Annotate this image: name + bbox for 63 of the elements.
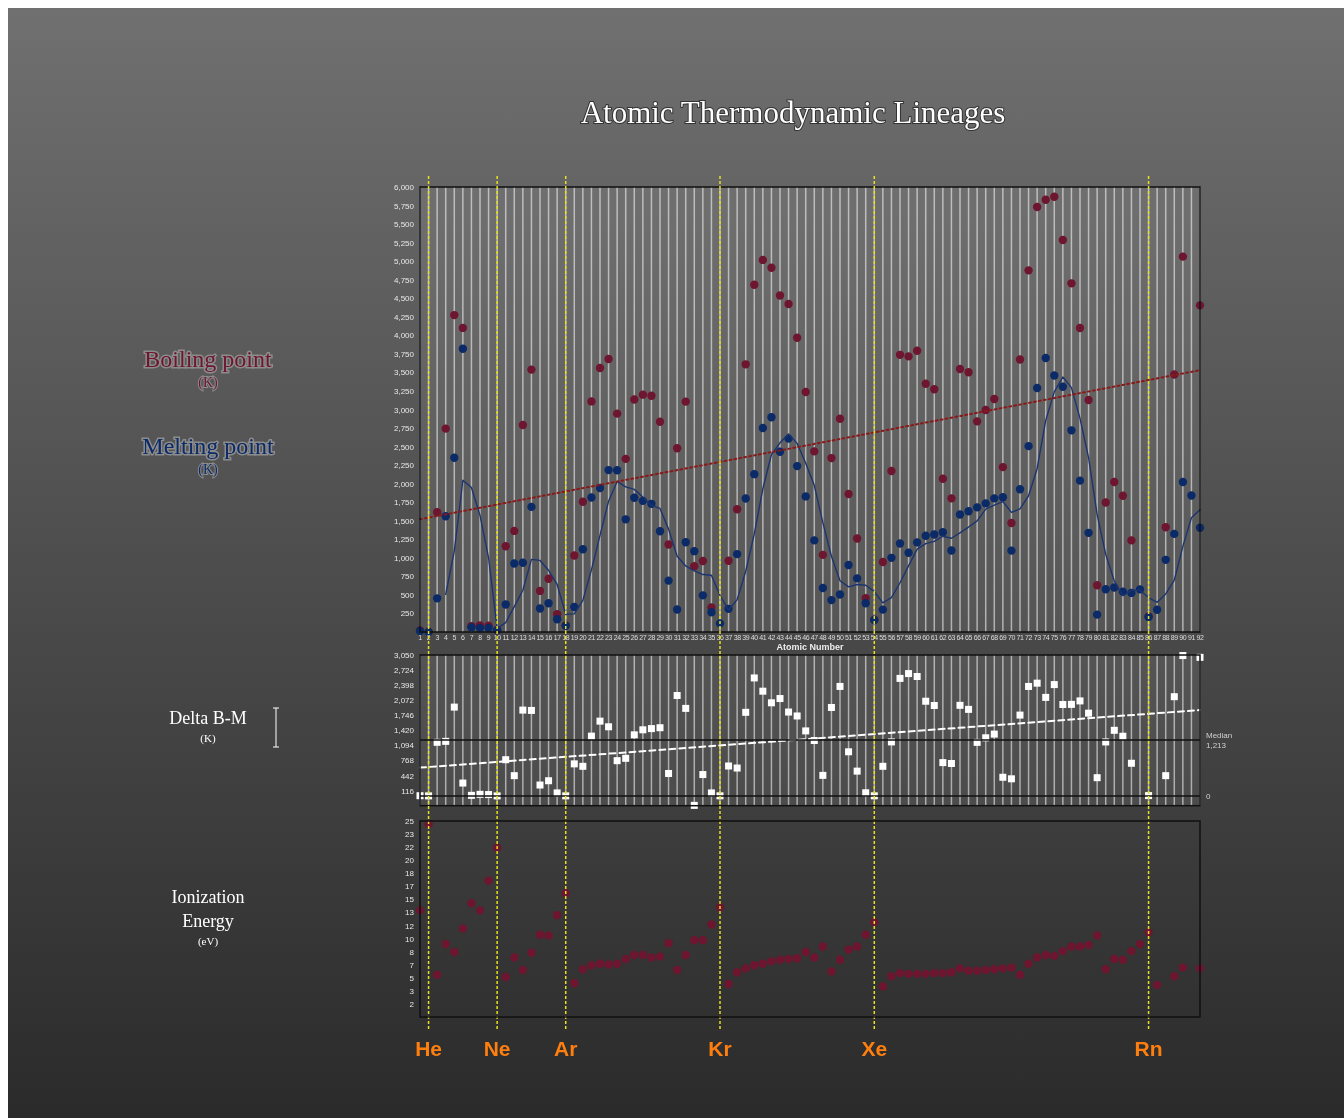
y-tick-label: 2,000 bbox=[393, 479, 415, 489]
y-tick-label: 2,398 bbox=[393, 681, 415, 691]
text: Boiling point (K) bbox=[144, 346, 272, 391]
y-tick-label: 2 bbox=[409, 999, 415, 1009]
y-tick-label: 768 bbox=[400, 756, 415, 766]
y-tick-label: 5,750 bbox=[393, 201, 415, 211]
y-tick-label: 3,000 bbox=[393, 405, 415, 415]
ref-line-label: Ar bbox=[554, 1037, 578, 1060]
y-tick-label: 7 bbox=[409, 960, 415, 970]
chart-title: Atomic Thermodynamic Lineages bbox=[580, 95, 1006, 130]
y-tick-label: 5,250 bbox=[393, 238, 415, 248]
y-tick-label: 500 bbox=[400, 590, 415, 600]
y-tick-label: 5,500 bbox=[393, 220, 415, 230]
y-tick-label: 17 bbox=[405, 882, 415, 892]
text: Melting point (K) bbox=[142, 433, 274, 478]
ref-line-label: He bbox=[415, 1037, 442, 1060]
y-tick-label: 8 bbox=[409, 947, 415, 957]
y-tick-label: 1,750 bbox=[393, 498, 415, 508]
y-tick-label: 4,000 bbox=[393, 331, 415, 341]
y-tick-label: 23 bbox=[405, 830, 415, 840]
y-tick-label: 5,000 bbox=[393, 257, 415, 267]
y-tick-label: 1,420 bbox=[393, 726, 415, 736]
y-tick-label: 18 bbox=[405, 869, 415, 879]
y-tick-label: 1,094 bbox=[393, 741, 415, 751]
ref-line-label: Rn bbox=[1134, 1037, 1163, 1060]
y-tick-label: 116 bbox=[401, 786, 415, 796]
y-tick-label: 20 bbox=[405, 856, 415, 866]
y-tick-label: 3,500 bbox=[393, 368, 415, 378]
y-tick-label: 250 bbox=[400, 609, 415, 619]
y-tick-label: 1,250 bbox=[393, 535, 415, 545]
y-tick-label: 2,500 bbox=[393, 442, 415, 452]
y-tick-label: 3,050 bbox=[393, 651, 415, 660]
y-tick-label: 5 bbox=[409, 973, 415, 983]
ref-line-label: Ne bbox=[483, 1037, 511, 1060]
y-tick-label: 10 bbox=[405, 934, 415, 944]
y-tick-label: 4,750 bbox=[393, 275, 415, 285]
y-tick-label: 3,750 bbox=[393, 349, 415, 359]
y-tick-label: 442 bbox=[400, 771, 415, 781]
y-tick-label: 4,500 bbox=[393, 294, 415, 304]
y-tick-label: 750 bbox=[400, 572, 415, 582]
y-tick-label: 2,250 bbox=[393, 461, 415, 471]
y-tick-label: 12 bbox=[405, 921, 415, 931]
y-axis-title: Ionization Energy (eV) bbox=[171, 887, 245, 948]
y-tick-label: 3,250 bbox=[393, 386, 415, 396]
x-axis-title: Atomic Number bbox=[776, 642, 844, 652]
y-tick-label: 25 bbox=[405, 817, 415, 826]
y-tick-label: 2,724 bbox=[393, 666, 415, 676]
y-tick-label: 6,000 bbox=[393, 183, 415, 192]
ref-line-label: Kr bbox=[708, 1037, 732, 1060]
ref-line-label: Median 1,213 bbox=[1206, 730, 1233, 750]
y-tick-label: 13 bbox=[405, 908, 415, 918]
y-tick-label: 1,746 bbox=[393, 711, 415, 721]
y-tick-label: 4,250 bbox=[393, 312, 415, 322]
y-tick-label: 2,750 bbox=[393, 424, 415, 434]
y-tick-label: 1,500 bbox=[393, 516, 415, 526]
y-tick-label: 1,000 bbox=[393, 553, 415, 563]
ref-line-label: 0 bbox=[1206, 791, 1211, 801]
y-tick-label: 3 bbox=[409, 986, 415, 996]
y-tick-label: 15 bbox=[405, 895, 415, 905]
y-tick-label: 2,072 bbox=[393, 696, 415, 706]
y-axis-title: Delta B-M (K) bbox=[169, 708, 247, 746]
y-tick-label: 22 bbox=[405, 843, 415, 853]
ref-line-label: Xe bbox=[861, 1037, 888, 1060]
